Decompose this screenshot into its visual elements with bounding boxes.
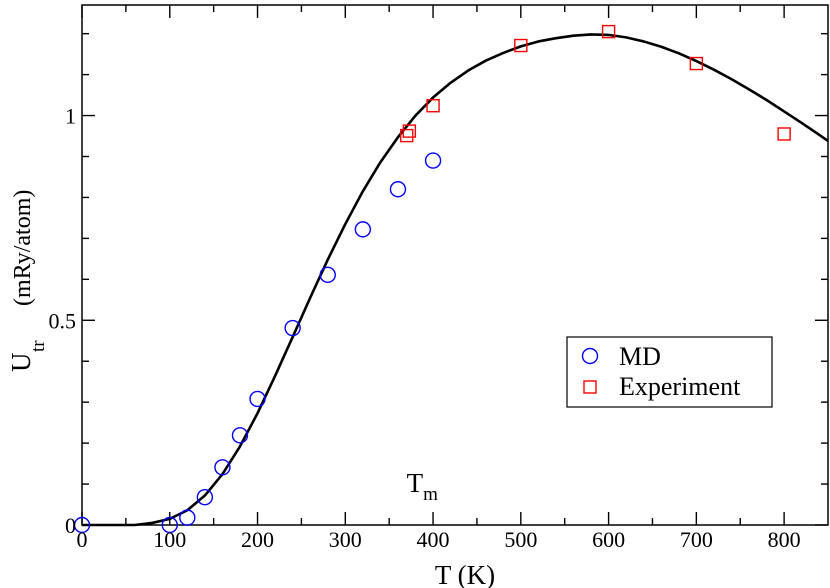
x-axis-label: T (K) [435, 560, 495, 588]
md-point [389, 181, 407, 198]
y-tick-label: 0 [65, 513, 76, 538]
md-point [73, 516, 91, 534]
md-point [424, 152, 442, 169]
melting-point-annotation: T m [407, 468, 439, 505]
y-axis-label-main: U [6, 353, 36, 373]
x-tick-label: 500 [504, 527, 537, 552]
plot-area [73, 4, 829, 534]
legend: MD Experiment [566, 336, 773, 408]
y-axis-label-subscript: tr [28, 340, 49, 352]
x-tick-label: 700 [680, 527, 713, 552]
x-tick-label: 0 [77, 527, 88, 552]
md-series [73, 152, 442, 534]
y-tick-label: 1 [65, 104, 76, 129]
x-tick-label: 200 [241, 527, 274, 552]
annotation-main: T [407, 468, 424, 498]
x-tick-label: 400 [417, 527, 450, 552]
experiment-point [400, 128, 414, 143]
fit-curve [82, 33, 829, 527]
experiment-point [689, 56, 704, 71]
experiment-point [426, 99, 440, 113]
legend-experiment-marker [583, 380, 597, 394]
y-axis-label-unit: (mRy/atom) [10, 190, 36, 306]
x-tick-label: 300 [329, 527, 362, 552]
legend-experiment-label: Experiment [619, 372, 741, 401]
y-axis-label: U tr (mRy/atom) [6, 190, 49, 372]
md-point [161, 516, 178, 534]
x-tick-label: 800 [768, 527, 801, 552]
annotation-subscript: m [423, 484, 438, 505]
experiment-point [777, 127, 791, 141]
md-point [354, 221, 372, 238]
x-tick-labels: 0 100 200 300 400 500 600 700 800 [77, 527, 801, 552]
fit-curve-layer [82, 33, 829, 527]
experiment-point [514, 38, 528, 53]
y-tick-labels: 00.51 [49, 104, 77, 538]
legend-md-marker [581, 347, 599, 365]
md-point [249, 390, 266, 408]
md-point [231, 427, 249, 444]
axis-ticks [81, 5, 828, 526]
y-tick-label: 0.5 [49, 308, 77, 333]
md-point [214, 459, 231, 476]
md-point [179, 509, 196, 526]
legend-box [566, 336, 773, 408]
x-tick-label: 100 [153, 527, 186, 552]
experiment-point [402, 124, 417, 138]
experiment-series [400, 24, 791, 143]
legend-md-label: MD [619, 342, 661, 371]
plot-frame [81, 4, 829, 526]
md-point [196, 488, 214, 506]
x-tick-label: 600 [592, 527, 625, 552]
md-point [284, 319, 301, 337]
experiment-point [601, 24, 616, 39]
md-point [319, 266, 336, 284]
